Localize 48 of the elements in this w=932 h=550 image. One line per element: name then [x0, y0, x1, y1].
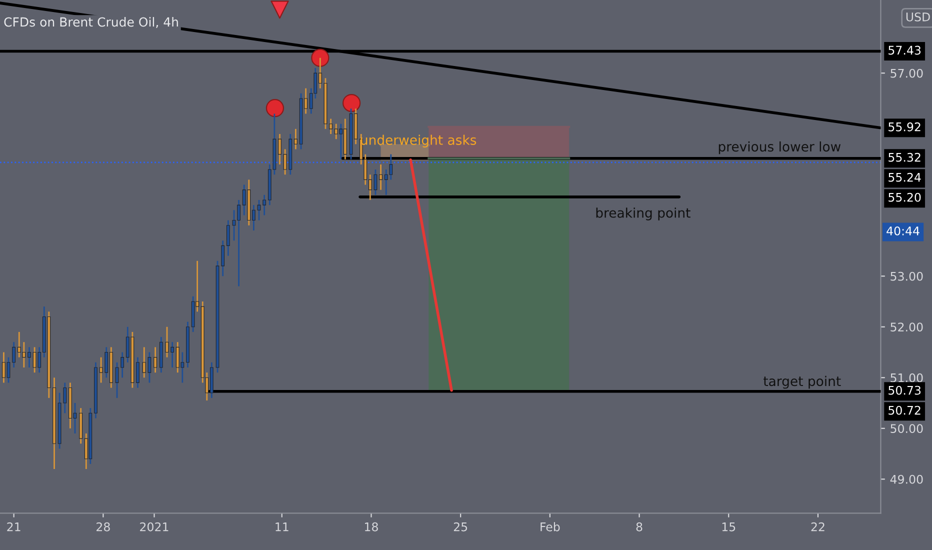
candlestick — [294, 128, 298, 150]
candlestick — [12, 341, 16, 368]
y-tick-label: 49.00 — [890, 474, 923, 484]
x-tick-label: 15 — [722, 522, 736, 532]
candlestick — [136, 356, 140, 388]
candlestick — [329, 118, 332, 135]
candlestick — [120, 352, 124, 378]
candlestick — [28, 346, 31, 368]
point — [311, 48, 330, 67]
annotation: previous lower low — [718, 141, 841, 154]
point — [270, 0, 289, 19]
candlestick — [115, 362, 119, 399]
text: 40:44 — [886, 226, 920, 236]
point — [342, 94, 361, 112]
annotation: 57.43 — [888, 46, 921, 55]
annotation: 50.73 — [888, 386, 921, 395]
annotation: 50.72 — [888, 406, 920, 415]
y-tick-label: 50.00 — [890, 424, 923, 434]
x-tick-label: 11 — [276, 522, 288, 532]
candlestick — [262, 194, 266, 216]
x-tick-label: 8 — [636, 522, 642, 532]
point — [266, 99, 284, 118]
x-tick-label: Feb — [540, 522, 560, 532]
text: USD — [906, 12, 930, 22]
y-tick-label: 53.00 — [890, 272, 923, 281]
annotation: 55.32 — [888, 152, 920, 162]
x-tick-label: 18 — [365, 522, 378, 532]
x-tick-label: 28 — [96, 522, 110, 532]
candlestick — [379, 164, 382, 191]
y-tick-label: 57.00 — [890, 68, 923, 78]
candlestick — [278, 133, 282, 166]
x-tick-label: 2021 — [140, 522, 168, 532]
annotation: 55.92 — [888, 122, 920, 132]
text: CFDs on Brent Crude Oil, 4h — [4, 17, 178, 28]
candlestick — [257, 199, 261, 221]
annotation: underweight asks — [361, 134, 476, 148]
annotation: 55.24 — [888, 172, 921, 182]
x-tick-label: 21 — [7, 522, 20, 532]
annotation: breaking point — [596, 208, 690, 220]
annotation: target point — [764, 376, 841, 389]
x-tick-label: 25 — [454, 522, 468, 532]
candlestick — [226, 220, 230, 257]
annotation: 55.20 — [888, 192, 921, 202]
candlestick — [170, 341, 174, 368]
y-tick-label: 52.00 — [890, 322, 923, 332]
candlestick — [154, 346, 157, 374]
x-tick-label: 22 — [811, 522, 824, 532]
y-tick-label: 51.00 — [890, 373, 923, 382]
